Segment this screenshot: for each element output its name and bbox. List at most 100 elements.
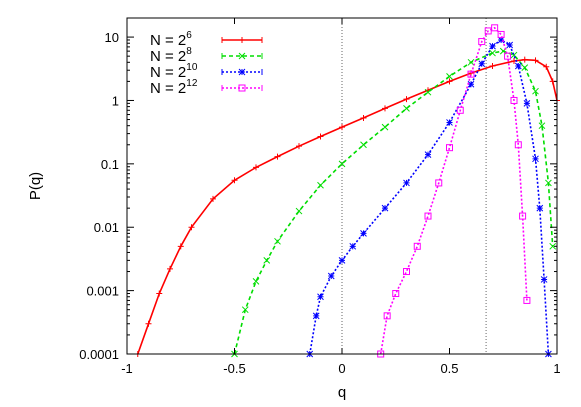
x-tick-label: 1 — [553, 361, 560, 376]
data-point — [435, 179, 443, 187]
data-point — [338, 160, 346, 168]
data-point — [360, 230, 367, 237]
data-point — [536, 204, 544, 212]
data-point — [317, 293, 324, 301]
series-2 — [306, 36, 552, 358]
legend-label: N = 210 — [150, 62, 198, 81]
data-point — [253, 164, 259, 171]
data-point — [382, 105, 388, 112]
data-point — [424, 151, 432, 158]
data-point — [467, 70, 475, 78]
data-point — [523, 296, 531, 304]
data-point — [403, 96, 410, 103]
data-point — [514, 141, 522, 149]
data-point — [510, 96, 518, 104]
data-point — [489, 42, 496, 50]
y-tick-label: 0.0001 — [79, 347, 119, 362]
data-point — [467, 58, 475, 66]
data-point — [446, 78, 453, 85]
x-axis-label: q — [338, 384, 346, 401]
data-point — [210, 195, 216, 202]
data-point — [317, 133, 324, 140]
data-point — [238, 68, 246, 76]
data-point — [274, 237, 281, 245]
data-point — [381, 123, 389, 131]
data-point — [383, 312, 391, 320]
y-tick-label: 0.001 — [86, 284, 119, 299]
data-point — [177, 243, 184, 250]
legend-label-exponent: 10 — [186, 62, 198, 73]
data-point — [381, 204, 389, 212]
y-axis-label: P(q) — [27, 172, 44, 200]
data-point — [456, 106, 464, 114]
data-point — [478, 38, 486, 46]
data-point — [238, 84, 246, 92]
data-point — [317, 181, 324, 189]
series-line — [233, 50, 554, 355]
series-line — [379, 26, 528, 355]
data-point — [327, 272, 335, 280]
data-point — [403, 268, 410, 276]
series-line — [309, 39, 550, 355]
legend-label-exponent: 8 — [186, 46, 192, 57]
y-tick-label: 10 — [105, 30, 119, 45]
data-point — [506, 41, 514, 49]
series-3 — [377, 24, 531, 358]
data-point — [446, 144, 453, 152]
data-point — [538, 122, 546, 130]
data-point — [241, 306, 249, 314]
data-point — [510, 51, 518, 59]
legend-item: N = 210 — [150, 62, 263, 81]
data-point — [540, 276, 548, 283]
data-point — [295, 207, 303, 215]
y-tick-label: 1 — [112, 93, 119, 108]
data-point — [252, 278, 260, 285]
data-point — [504, 52, 512, 60]
data-point — [467, 80, 475, 88]
x-tick-label: 0.5 — [440, 361, 458, 376]
data-point — [339, 124, 345, 131]
data-point — [167, 265, 173, 272]
data-point — [497, 36, 505, 44]
data-point — [263, 257, 271, 264]
x-tick-label: 0 — [338, 361, 345, 376]
data-point — [312, 312, 320, 320]
data-point — [360, 141, 367, 149]
legend-label-base: N = 2 — [150, 48, 186, 65]
data-point — [532, 87, 539, 95]
data-point — [296, 143, 302, 150]
legend-label-base: N = 2 — [150, 80, 186, 97]
y-tick-label: 0.1 — [101, 157, 119, 172]
data-point — [446, 73, 453, 80]
legend-label: N = 26 — [150, 30, 192, 49]
series-0 — [134, 56, 560, 357]
legend-label-exponent: 6 — [186, 30, 192, 41]
data-point — [424, 212, 432, 220]
data-point — [349, 242, 357, 250]
data-point — [549, 242, 557, 250]
data-point — [519, 212, 527, 220]
data-point — [521, 56, 528, 63]
legend-label-exponent: 12 — [186, 78, 198, 89]
series-1 — [231, 47, 557, 358]
legend-label-base: N = 2 — [150, 32, 186, 49]
data-point — [478, 60, 486, 68]
data-point — [274, 153, 281, 160]
data-point — [424, 88, 432, 96]
data-point — [145, 320, 152, 327]
data-point — [491, 24, 499, 32]
data-point — [392, 290, 400, 298]
legend-item: N = 212 — [150, 78, 263, 97]
data-point — [543, 63, 550, 70]
data-point — [239, 37, 245, 43]
data-point — [231, 177, 238, 184]
data-point — [532, 57, 539, 64]
ticks-layer: -1 -0.5 0 0.5 1 0.0001 0.001 0.01 0.1 1 10 — [79, 17, 561, 376]
data-point — [514, 62, 522, 70]
data-point — [532, 155, 539, 163]
data-point — [338, 257, 346, 264]
legend-item: N = 26 — [150, 30, 263, 49]
legend-item: N = 28 — [150, 46, 263, 65]
